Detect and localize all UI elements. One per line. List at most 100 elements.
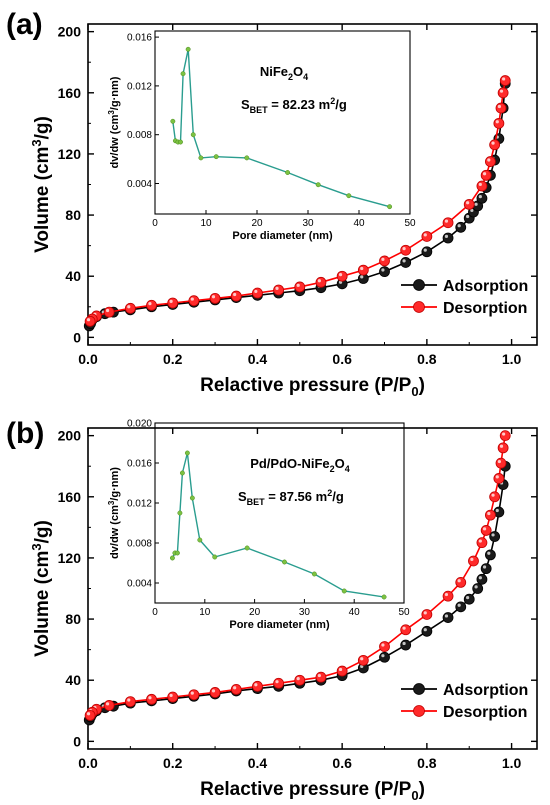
inset-frame: [154, 422, 405, 604]
data-point: [188, 295, 200, 307]
inset-data-point: [177, 510, 183, 516]
point-highlight: [444, 234, 449, 238]
data-point: [252, 680, 263, 692]
inset-x-tick-label: 30: [302, 218, 314, 229]
point-highlight: [148, 696, 152, 700]
point-highlight: [495, 475, 499, 479]
point-highlight: [381, 268, 385, 272]
data-point: [476, 573, 488, 585]
data-point: [400, 244, 412, 256]
data-point: [476, 192, 488, 204]
inset-data-point: [184, 450, 190, 456]
data-point: [294, 281, 306, 293]
x-tick-label: 0.2: [163, 351, 183, 367]
point-highlight: [457, 603, 461, 607]
point-highlight: [105, 308, 110, 313]
y-axis-title: Volume (cm3/g): [29, 520, 53, 657]
y-tick-label: 80: [65, 207, 81, 223]
point-highlight: [423, 248, 427, 252]
point-highlight: [127, 305, 131, 309]
data-point: [252, 287, 263, 299]
point-highlight: [169, 693, 173, 698]
point-highlight: [190, 691, 194, 695]
point-highlight: [423, 611, 427, 615]
point-highlight: [275, 286, 279, 290]
point-highlight: [478, 182, 482, 187]
point-highlight: [211, 689, 216, 693]
point-highlight: [444, 614, 449, 618]
point-highlight: [474, 202, 478, 206]
data-point: [400, 257, 412, 268]
inset-data-point: [341, 588, 347, 594]
data-point: [485, 549, 496, 561]
inset-data-point: [169, 555, 175, 561]
data-point: [379, 651, 390, 663]
point-highlight: [470, 208, 474, 213]
inset-data-point: [198, 155, 204, 161]
inset-data-point: [315, 182, 321, 188]
point-highlight: [482, 172, 487, 176]
point-highlight: [497, 459, 501, 464]
data-point: [455, 601, 467, 613]
point-highlight: [487, 551, 491, 555]
data-point: [463, 593, 475, 605]
inset-x-tick-label: 10: [199, 607, 211, 618]
legend-marker: [413, 683, 425, 695]
data-point: [209, 292, 221, 304]
inset-x-tick-label: 50: [404, 218, 416, 229]
data-point: [379, 641, 390, 652]
x-axis-title: Relactive pressure (P/P0): [200, 375, 425, 399]
data-point: [230, 290, 242, 302]
data-point: [485, 509, 496, 521]
inset-chart: 0 10 20 30 40 50 0.004 0.008 0.012 0.016 Pore diam…: [107, 30, 416, 242]
data-point: [315, 276, 327, 288]
data-point: [489, 491, 501, 503]
point-highlight: [254, 289, 258, 294]
data-point: [124, 302, 136, 314]
point-highlight: [169, 299, 173, 303]
data-point: [442, 590, 454, 602]
series-line: [89, 435, 506, 716]
data-point: [497, 442, 509, 454]
point-highlight: [275, 680, 279, 684]
point-highlight: [491, 493, 495, 497]
data-point: [468, 555, 479, 567]
data-point: [84, 709, 96, 721]
data-point: [442, 217, 454, 229]
inset-x-tick-label: 50: [398, 607, 410, 618]
point-highlight: [478, 576, 482, 580]
point-highlight: [499, 89, 504, 93]
series-desorption: [84, 75, 511, 327]
data-point: [495, 457, 507, 469]
data-point: [421, 625, 433, 637]
x-tick-label: 0.2: [163, 755, 183, 771]
point-highlight: [478, 195, 482, 199]
data-point: [400, 639, 412, 651]
inset-y-tick-label: 0.012: [127, 499, 152, 510]
x-tick-label: 1.0: [502, 351, 522, 367]
point-highlight: [499, 444, 504, 448]
point-highlight: [482, 565, 487, 569]
inset-data-point: [311, 571, 317, 577]
point-highlight: [457, 579, 461, 583]
inset-x-tick-label: 0: [152, 218, 158, 229]
inset-y-tick-label: 0.016: [127, 459, 152, 470]
point-highlight: [360, 275, 364, 279]
y-tick-label: 120: [58, 550, 82, 566]
legend-label: Adsorption: [443, 278, 528, 295]
point-highlight: [423, 233, 427, 237]
data-point: [167, 691, 179, 703]
x-tick-label: 0.0: [78, 755, 98, 771]
sbet-annotation: SBET = 82.23 m2/g: [241, 96, 347, 115]
point-highlight: [491, 141, 495, 145]
data-point: [188, 689, 200, 701]
point-highlight: [487, 158, 491, 162]
data-point: [84, 315, 96, 327]
point-highlight: [444, 219, 449, 223]
point-highlight: [495, 120, 499, 124]
sample-name-label: Pd/PdO-NiFe2O4: [250, 456, 350, 474]
legend: Adsorption Desorption: [401, 682, 528, 721]
y-tick-label: 200: [58, 24, 82, 40]
inset-data-point: [197, 537, 203, 543]
inset-x-tick-label: 40: [349, 607, 361, 618]
